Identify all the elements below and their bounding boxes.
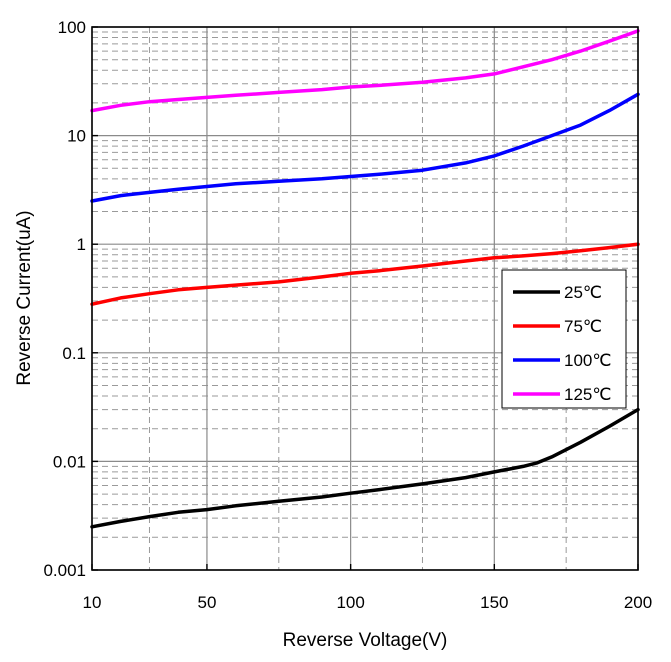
x-tick-label: 100 <box>336 593 364 612</box>
legend-label: 100℃ <box>564 351 611 370</box>
series-line-100C <box>90 92 640 203</box>
series-lines <box>90 29 640 529</box>
x-tick-label: 150 <box>480 593 508 612</box>
legend-label: 75℃ <box>564 317 602 336</box>
y-axis-title: Reverse Current(uA) <box>14 210 35 385</box>
x-tick-label: 50 <box>197 593 216 612</box>
y-tick-label: 10 <box>67 127 86 146</box>
plot-frame <box>91 26 639 571</box>
y-tick-label: 1 <box>77 235 86 254</box>
legend: 25℃ 75℃ 100℃ 125℃ <box>501 269 627 409</box>
series-line-75C <box>90 242 640 306</box>
y-tick-label: 100 <box>58 18 86 37</box>
legend-label: 125℃ <box>564 385 611 404</box>
x-tick-label: 10 <box>83 593 102 612</box>
legend-label: 25℃ <box>564 283 602 302</box>
x-axis-title: Reverse Voltage(V) <box>283 630 448 651</box>
x-tick-label: 200 <box>624 593 652 612</box>
y-tick-label: 0.1 <box>62 344 86 363</box>
series-line-25C <box>90 407 640 529</box>
y-tick-label: 0.001 <box>43 561 86 580</box>
axis-ticks: 10 50 100 150 200 0.001 0.01 0.1 1 10 100 <box>43 18 652 612</box>
series-line-125C <box>90 29 640 113</box>
y-tick-label: 0.01 <box>53 452 86 471</box>
